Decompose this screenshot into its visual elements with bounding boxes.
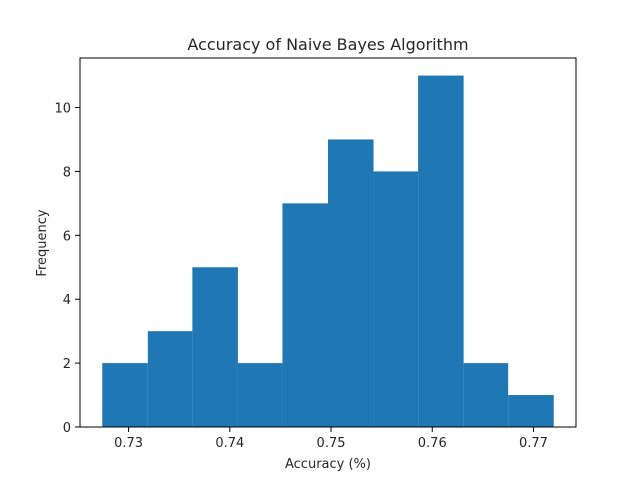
histogram-bar [418,75,464,428]
histogram-bar [192,267,238,427]
bars-group [102,75,554,428]
histogram-bar [328,139,374,427]
chart-title: Accuracy of Naive Bayes Algorithm [187,35,468,54]
x-tick-label: 0.77 [519,436,548,451]
histogram-bar [282,203,328,427]
x-ticks-group: 0.73 0.74 0.75 0.76 0.77 [114,427,548,451]
x-axis-label: Accuracy (%) [285,457,371,472]
x-tick-label: 0.74 [215,436,244,451]
plot-frame [79,57,577,428]
y-ticks-group: 0 2 4 6 8 10 [54,102,80,436]
y-tick-label: 0 [63,421,71,436]
histogram-bar [508,395,554,427]
histogram-bar [237,363,283,427]
x-tick-label: 0.73 [114,436,143,451]
histogram-bar [463,363,509,427]
x-tick-label: 0.75 [317,436,346,451]
y-tick-label: 8 [63,165,71,180]
histogram-bar [102,363,148,427]
x-tick-label: 0.76 [418,436,447,451]
y-axis-label: Frequency [35,209,50,276]
y-tick-label: 10 [54,102,71,117]
y-tick-label: 2 [63,357,71,372]
y-tick-label: 6 [63,229,71,244]
y-tick-label: 4 [63,293,71,308]
histogram-bar [373,171,419,427]
histogram-bar [147,331,193,427]
